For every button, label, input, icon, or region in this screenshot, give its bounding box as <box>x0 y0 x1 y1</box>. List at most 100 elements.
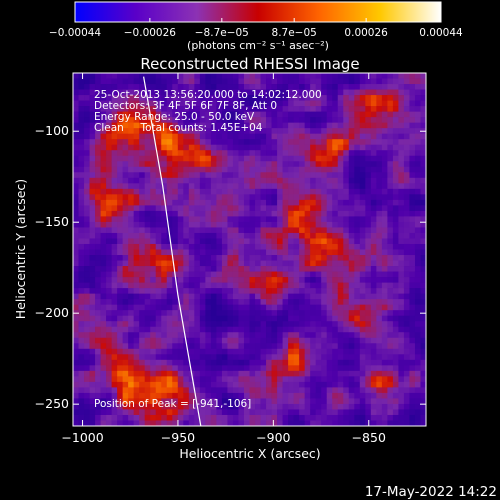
heatmap-cell <box>194 315 201 322</box>
heatmap-cell <box>89 139 96 146</box>
heatmap-cell <box>199 139 206 146</box>
heatmap-cell <box>78 205 85 212</box>
heatmap-cell <box>172 414 179 421</box>
heatmap-cell <box>89 409 96 416</box>
heatmap-cell <box>155 266 162 272</box>
heatmap-cell <box>183 122 190 129</box>
heatmap-cell <box>210 260 217 267</box>
heatmap-cell <box>139 398 146 405</box>
heatmap-cell <box>117 392 123 399</box>
heatmap-cell <box>420 277 426 283</box>
heatmap-cell <box>172 188 179 195</box>
heatmap-cell <box>122 387 129 394</box>
heatmap-cell <box>100 221 107 228</box>
heatmap-cell <box>161 370 168 377</box>
heatmap-cell <box>326 194 333 201</box>
heatmap-cell <box>332 221 339 228</box>
heatmap-cell <box>359 321 366 328</box>
heatmap-cell <box>73 299 79 306</box>
heatmap-cell <box>188 161 195 168</box>
heatmap-cell <box>155 133 162 140</box>
heatmap-cell <box>304 111 311 118</box>
heatmap-cell <box>260 100 267 107</box>
heatmap-cell <box>266 387 272 394</box>
heatmap-cell <box>392 100 399 107</box>
heatmap-cell <box>343 221 350 228</box>
heatmap-cell <box>238 73 245 79</box>
heatmap-cell <box>277 359 283 366</box>
heatmap-cell <box>106 321 112 328</box>
heatmap-cell <box>348 387 355 394</box>
annotation-energy-range: Energy Range: 25.0 - 50.0 keV <box>94 111 255 123</box>
heatmap-cell <box>122 188 129 195</box>
heatmap-cell <box>188 139 195 146</box>
heatmap-cell <box>293 117 300 123</box>
heatmap-cell <box>150 321 157 328</box>
heatmap-cell <box>78 288 85 294</box>
heatmap-cell <box>122 403 129 410</box>
heatmap-cell <box>100 293 107 300</box>
heatmap-cell <box>277 266 283 272</box>
heatmap-cell <box>403 299 410 306</box>
heatmap-cell <box>95 117 101 123</box>
heatmap-cell <box>420 315 426 322</box>
heatmap-cell <box>255 376 261 383</box>
heatmap-cell <box>166 133 173 140</box>
heatmap-cell <box>414 403 421 410</box>
heatmap-cell <box>359 100 366 107</box>
heatmap-cell <box>199 150 206 157</box>
heatmap-cell <box>106 271 112 278</box>
heatmap-cell <box>282 106 289 112</box>
heatmap-cell <box>161 255 168 261</box>
heatmap-cell <box>177 199 184 206</box>
heatmap-cell <box>381 188 388 195</box>
heatmap-cell <box>73 403 79 410</box>
heatmap-cell <box>326 128 333 135</box>
heatmap-cell <box>337 255 344 261</box>
heatmap-cell <box>172 95 179 101</box>
heatmap-cell <box>100 321 107 328</box>
heatmap-cell <box>354 117 361 123</box>
heatmap-cell <box>232 166 239 173</box>
heatmap-cell <box>420 227 426 234</box>
heatmap-cell <box>232 348 239 355</box>
heatmap-cell <box>111 260 118 267</box>
heatmap-cell <box>310 177 317 184</box>
heatmap-cell <box>133 370 140 377</box>
heatmap-cell <box>95 321 101 328</box>
heatmap-cell <box>188 387 195 394</box>
heatmap-cell <box>111 343 118 350</box>
heatmap-cell <box>332 243 339 250</box>
heatmap-cell <box>387 210 394 217</box>
heatmap-cell <box>111 326 118 333</box>
heatmap-cell <box>321 304 328 311</box>
heatmap-cell <box>172 260 179 267</box>
heatmap-cell <box>155 370 162 377</box>
heatmap-cell <box>194 266 201 272</box>
heatmap-cell <box>321 216 328 223</box>
heatmap-cell <box>128 288 135 294</box>
heatmap-cell <box>139 348 146 355</box>
heatmap-cell <box>266 89 272 96</box>
heatmap-cell <box>359 117 366 123</box>
heatmap-cell <box>348 128 355 135</box>
heatmap-cell <box>183 392 190 399</box>
heatmap-cell <box>337 266 344 272</box>
heatmap-cell <box>332 332 339 339</box>
heatmap-cell <box>139 122 146 129</box>
heatmap-cell <box>365 271 372 278</box>
heatmap-cell <box>293 332 300 339</box>
heatmap-cell <box>409 216 416 223</box>
heatmap-cell <box>321 370 328 377</box>
heatmap-cell <box>177 177 184 184</box>
heatmap-cell <box>216 155 223 162</box>
heatmap-cell <box>210 304 217 311</box>
heatmap-cell <box>255 210 261 217</box>
heatmap-cell <box>183 199 190 206</box>
heatmap-cell <box>260 161 267 168</box>
heatmap-cell <box>326 177 333 184</box>
heatmap-cell <box>365 332 372 339</box>
heatmap-cell <box>177 232 184 239</box>
heatmap-cell <box>348 249 355 256</box>
heatmap-cell <box>144 315 151 322</box>
